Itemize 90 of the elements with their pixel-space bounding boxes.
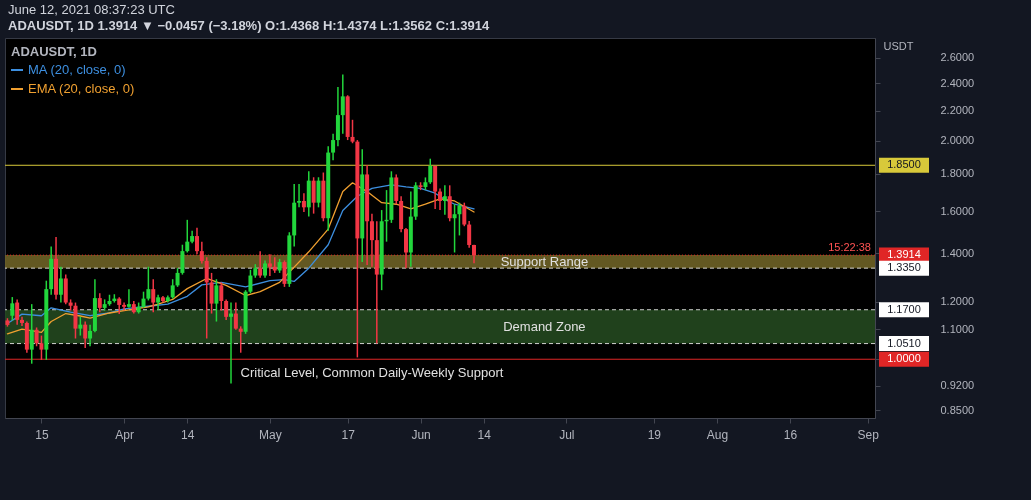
candlestick	[248, 269, 253, 294]
candlestick	[170, 278, 175, 300]
candlestick	[267, 253, 272, 277]
y-tick-label: 1.8000	[940, 167, 975, 180]
candlestick	[224, 298, 229, 321]
band-label: Demand Zone	[503, 318, 586, 334]
x-tick-label: 14	[181, 427, 195, 442]
candlestick	[88, 323, 93, 348]
candlestick	[331, 133, 336, 162]
ref-line-label: 1.3914	[887, 248, 921, 261]
y-tick-label: 0.9200	[940, 379, 975, 392]
candlestick	[185, 219, 190, 254]
candlestick	[462, 201, 467, 227]
x-tick-label: 17	[341, 427, 356, 442]
candlestick	[229, 301, 234, 385]
candlestick	[258, 250, 263, 279]
candlestick	[311, 176, 316, 215]
candlestick	[467, 220, 472, 249]
candlestick	[301, 192, 306, 213]
candlestick	[146, 265, 151, 302]
candlestick	[126, 288, 131, 309]
x-tick-label: 16	[783, 427, 798, 442]
candlestick	[238, 325, 243, 354]
candlestick	[297, 183, 302, 209]
x-tick-label: Jun	[411, 427, 431, 442]
candlestick	[340, 73, 345, 135]
annotation: 15:22:38	[828, 241, 871, 254]
x-tick-label: Sep	[857, 427, 880, 442]
candlestick	[447, 184, 452, 223]
candlestick	[175, 267, 180, 288]
candlestick	[442, 184, 447, 216]
candlestick	[15, 298, 20, 326]
candlestick	[34, 326, 39, 348]
candlestick	[403, 227, 408, 269]
y-tick-label: 0.8500	[940, 403, 975, 416]
candlestick	[29, 303, 34, 365]
y-tick-label: 2.4000	[940, 76, 975, 89]
candlestick	[214, 278, 219, 323]
candlestick	[180, 243, 185, 276]
candlestick	[199, 240, 204, 265]
candlestick	[209, 272, 214, 315]
ref-line-label: 1.8500	[887, 158, 921, 171]
annotation: Critical Level, Common Daily-Weekly Support	[240, 365, 504, 381]
candlestick	[10, 296, 15, 322]
y-tick-label: 2.2000	[940, 104, 975, 117]
candlestick	[204, 256, 209, 340]
candlestick	[457, 201, 462, 237]
ref-line-label: 1.0510	[887, 336, 921, 349]
ref-line-label: 1.3350	[887, 261, 921, 274]
ref-line-label: 1.1700	[887, 302, 921, 315]
candlestick	[350, 119, 355, 144]
candlestick	[369, 212, 374, 268]
candlestick	[78, 316, 83, 337]
y-tick-label: 1.2000	[940, 295, 975, 308]
candlestick	[73, 301, 78, 340]
candlestick	[97, 292, 102, 313]
candlestick	[282, 259, 287, 288]
chart-title: ADAUSDT, 1D	[11, 44, 97, 59]
candlestick	[316, 176, 321, 209]
band-label: Support Range	[500, 253, 589, 269]
x-tick-label: 19	[647, 427, 662, 442]
x-tick-label: Jul	[559, 427, 575, 442]
candlestick	[428, 157, 433, 185]
x-tick-label: 15	[35, 427, 49, 442]
y-tick-label: 1.4000	[940, 246, 975, 259]
legend-label: EMA (20, close, 0)	[28, 81, 135, 96]
candlestick	[219, 281, 224, 312]
y-axis-title: USDT	[883, 39, 914, 52]
candlestick	[83, 320, 88, 349]
ref-line-label: 1.0000	[887, 352, 921, 365]
candlestick	[452, 203, 457, 254]
candlestick	[122, 301, 127, 312]
candlestick	[233, 301, 238, 331]
y-tick-label: 2.0000	[940, 134, 975, 147]
y-tick-label: 1.6000	[940, 204, 975, 217]
x-tick-label: Aug	[706, 427, 729, 442]
candlestick	[394, 173, 399, 205]
legend-label: MA (20, close, 0)	[28, 62, 126, 77]
candlestick	[151, 278, 156, 313]
text: June 12, 2021 08:37:23 UTC	[8, 2, 176, 18]
candlestick	[39, 334, 44, 361]
x-tick-label: Apr	[115, 427, 134, 442]
candlestick	[194, 226, 199, 256]
x-tick-label: May	[259, 427, 282, 442]
chart-subtitle: ADAUSDT, 1D 1.3914 ▼ −0.0457 (−3.18%) O:1.4368 H:1.4374 L:1.3562 C:1.3914	[8, 18, 491, 34]
candlestick	[58, 265, 63, 304]
y-tick-label: 2.6000	[940, 51, 975, 64]
y-tick-label: 1.1000	[940, 322, 975, 335]
x-tick-label: 14	[477, 427, 492, 442]
candlestick	[438, 187, 442, 211]
